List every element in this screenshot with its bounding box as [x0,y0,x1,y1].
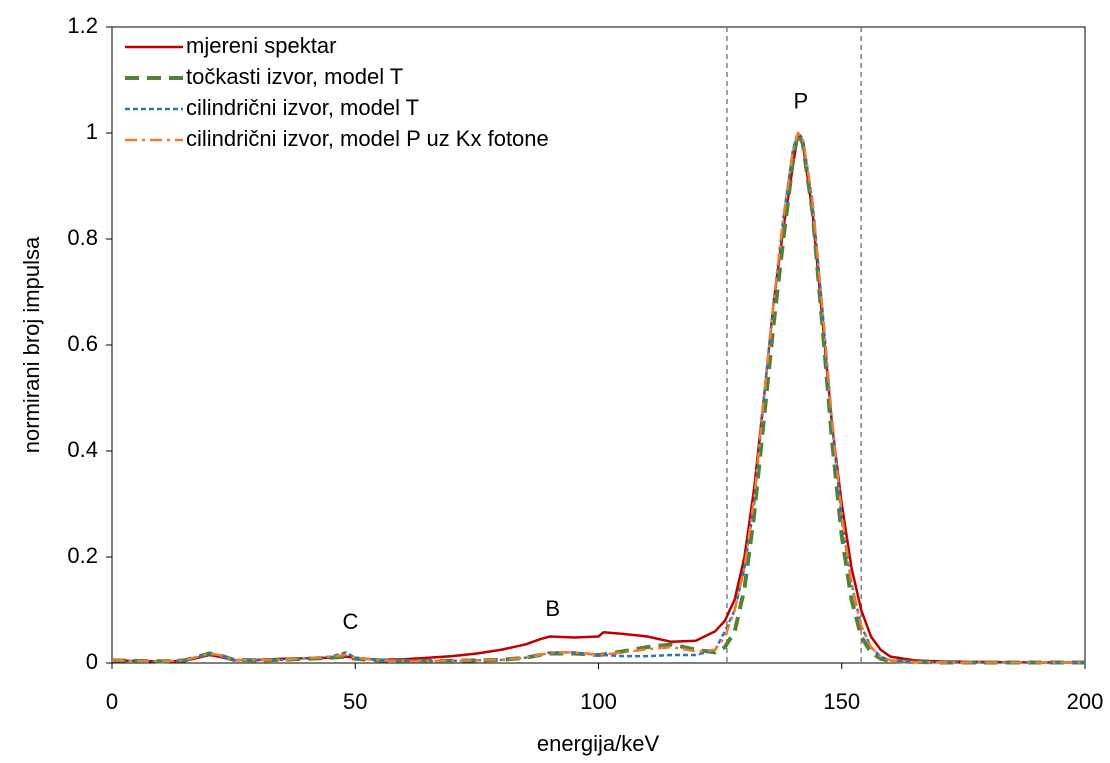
series-line [111,131,1085,664]
x-tick-label: 150 [823,689,860,714]
x-tick-label: 200 [1067,689,1104,714]
plot-frame [111,26,1086,664]
x-axis-label: energija/keV [537,731,660,756]
y-axis-label: normirani broj impulsa [19,236,44,453]
series-line [111,131,1085,664]
y-tick-label: 0.8 [67,225,98,250]
series-line [111,131,1085,664]
y-tick-label: 0.4 [67,437,98,462]
annotation: C [342,609,358,634]
legend-label: cilindrični izvor, model T [186,95,419,120]
x-tick-label: 100 [580,689,617,714]
annotation: B [545,596,560,621]
x-tick-label: 50 [343,689,367,714]
y-tick-label: 1 [86,119,98,144]
x-tick-label: 0 [106,689,118,714]
y-tick-label: 0.2 [67,543,98,568]
y-tick-label: 0.6 [67,331,98,356]
legend-label: cilindrični izvor, model P uz Kx fotone [186,126,549,151]
annotation: P [794,89,809,114]
series-line [111,131,1085,665]
legend-label: mjereni spektar [186,33,336,58]
legend-label: točkasti izvor, model T [186,64,403,89]
y-tick-label: 1.2 [67,13,98,38]
y-tick-label: 0 [86,649,98,674]
